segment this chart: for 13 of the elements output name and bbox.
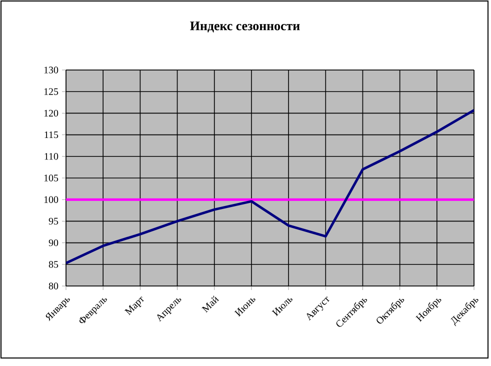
y-tick-label: 130	[44, 66, 58, 74]
y-tick-label: 90	[48, 239, 58, 246]
y-tick-label: 115	[44, 131, 58, 138]
y-tick-label: 125	[44, 88, 58, 95]
chart-title: Индекс сезонности	[190, 22, 300, 32]
y-tick-label: 110	[44, 153, 58, 160]
y-tick-label: 120	[44, 110, 58, 117]
y-tick-label: 85	[48, 261, 58, 268]
line-series	[66, 108, 474, 264]
y-tick-label: 100	[44, 196, 58, 203]
y-tick-label: 105	[44, 174, 58, 182]
y-tick-label: 80	[48, 282, 58, 290]
y-tick-label: 95	[48, 218, 58, 225]
